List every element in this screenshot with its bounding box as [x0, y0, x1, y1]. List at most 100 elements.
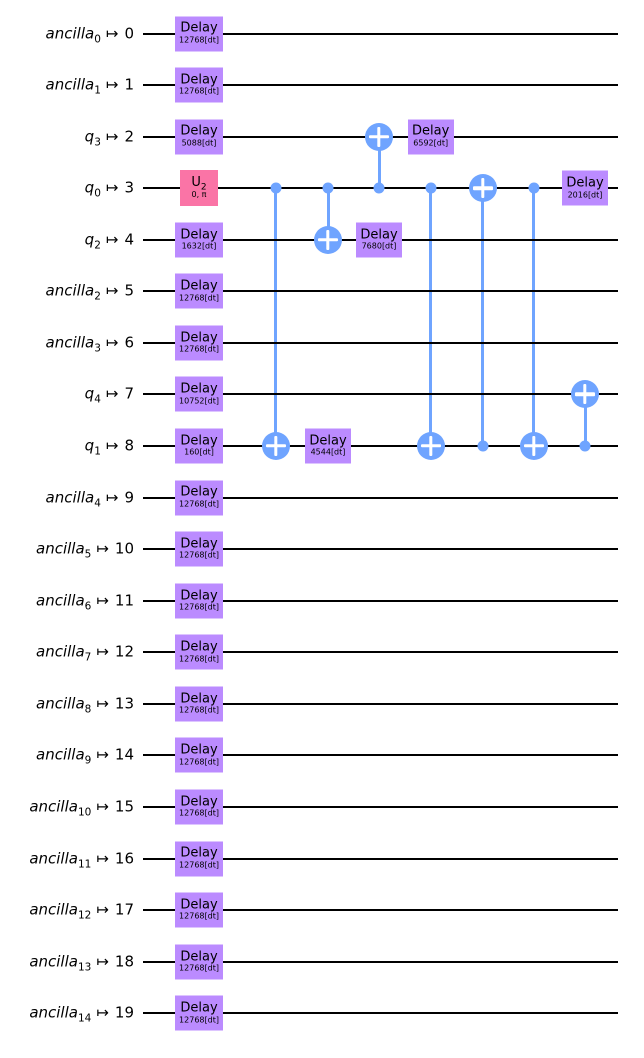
qubit-label-19: ancilla14 ↦ 19 — [0, 1003, 134, 1024]
cx-target-col5 — [468, 174, 497, 203]
qubit-name: q — [84, 230, 95, 249]
delay-gate-label: Delay — [180, 227, 218, 243]
plus-icon — [262, 432, 290, 460]
qubit-wire-18 — [143, 960, 618, 963]
mapsto-symbol: ↦ — [105, 127, 119, 146]
delay-gate-r15c0: Delay 12768[dt] — [175, 789, 223, 825]
qubit-wire-1 — [143, 84, 618, 87]
delay-duration: 12768[dt] — [179, 1015, 219, 1025]
qubit-name: ancilla — [45, 488, 95, 507]
physical-qubit-index: 6 — [124, 333, 134, 352]
delay-gate-label: Delay — [180, 742, 218, 758]
qubit-name-subscript: 3 — [94, 136, 101, 149]
cx-control-dot-col4 — [425, 182, 437, 194]
qubit-wire-12 — [143, 651, 618, 654]
cx-connector-col3 — [377, 136, 381, 189]
qubit-name-subscript: 10 — [77, 806, 92, 819]
qubit-name: q — [84, 178, 95, 197]
delay-duration: 12768[dt] — [179, 550, 219, 560]
delay-duration: 12768[dt] — [179, 499, 219, 509]
mapsto-symbol: ↦ — [96, 745, 109, 764]
qubit-name-subscript: 8 — [84, 703, 92, 716]
delay-gate-label: Delay — [180, 484, 218, 500]
delay-gate-r3c7: Delay 2016[dt] — [562, 170, 608, 206]
delay-gate-r11c0: Delay 12768[dt] — [175, 583, 223, 619]
u2-gate-params: 0, π — [191, 190, 207, 199]
delay-gate-r8c2: Delay 4544[dt] — [305, 428, 351, 464]
physical-qubit-index: 19 — [114, 1003, 134, 1022]
qubit-label-3: q0 ↦ 3 — [0, 178, 134, 199]
qubit-label-14: ancilla9 ↦ 14 — [0, 745, 134, 766]
delay-gate-label: Delay — [180, 691, 218, 707]
delay-duration: 12768[dt] — [179, 602, 219, 612]
qubit-name: q — [84, 384, 95, 403]
qubit-name-subscript: 2 — [94, 239, 101, 252]
mapsto-symbol: ↦ — [105, 488, 119, 507]
physical-qubit-index: 13 — [114, 694, 134, 713]
delay-duration: 7680[dt] — [361, 241, 397, 251]
qubit-wire-17 — [143, 909, 618, 912]
cx-connector-col2 — [326, 188, 330, 240]
delay-gate-label: Delay — [180, 794, 218, 810]
delay-gate-r17c0: Delay 12768[dt] — [175, 892, 223, 928]
delay-gate-r9c0: Delay 12768[dt] — [175, 480, 223, 516]
mapsto-symbol: ↦ — [96, 797, 109, 816]
qubit-name-subscript: 11 — [77, 858, 92, 871]
delay-gate-label: Delay — [566, 175, 604, 191]
plus-vertical-bar — [532, 436, 536, 457]
delay-duration: 6592[dt] — [413, 138, 449, 148]
plus-vertical-bar — [273, 436, 278, 457]
qubit-name-subscript: 6 — [84, 600, 92, 613]
physical-qubit-index: 10 — [114, 539, 134, 558]
delay-gate-r2c0: Delay 5088[dt] — [175, 119, 223, 155]
delay-gate-r14c0: Delay 12768[dt] — [175, 737, 223, 773]
delay-gate-label: Delay — [180, 278, 218, 294]
qubit-name: ancilla — [45, 75, 95, 94]
delay-duration: 1632[dt] — [181, 241, 217, 251]
cx-control-dot-col2 — [322, 182, 334, 194]
qubit-name: ancilla — [36, 745, 85, 764]
cx-connector-col6 — [532, 188, 536, 447]
qubit-wire-15 — [143, 806, 618, 809]
qubit-name-subscript: 3 — [94, 342, 101, 355]
plus-vertical-bar — [377, 126, 381, 147]
mapsto-symbol: ↦ — [96, 591, 109, 610]
qubit-label-13: ancilla8 ↦ 13 — [0, 694, 134, 715]
physical-qubit-index: 1 — [124, 75, 134, 94]
qubit-name: q — [84, 127, 95, 146]
qubit-name-subscript: 1 — [94, 84, 101, 97]
delay-duration: 12768[dt] — [179, 86, 219, 96]
delay-gate-label: Delay — [180, 897, 218, 913]
qubit-label-17: ancilla12 ↦ 17 — [0, 900, 134, 921]
qubit-name: ancilla — [45, 333, 95, 352]
delay-gate-r2c4: Delay 6592[dt] — [407, 119, 454, 155]
qubit-label-2: q3 ↦ 2 — [0, 127, 134, 148]
delay-gate-label: Delay — [180, 949, 218, 964]
delay-gate-r5c0: Delay 12768[dt] — [175, 273, 223, 309]
delay-duration: 12768[dt] — [179, 293, 219, 303]
delay-duration: 10752[dt] — [179, 396, 219, 406]
delay-gate-r10c0: Delay 12768[dt] — [175, 531, 223, 567]
qubit-wire-14 — [143, 754, 618, 757]
delay-gate-r0c0: Delay 12768[dt] — [175, 16, 223, 51]
cx-control-dot-col1 — [270, 182, 282, 194]
mapsto-symbol: ↦ — [105, 24, 119, 42]
delay-duration: 4544[dt] — [310, 447, 346, 457]
qubit-wire-11 — [143, 599, 618, 602]
physical-qubit-index: 4 — [124, 230, 134, 249]
mapsto-symbol: ↦ — [96, 694, 109, 713]
delay-duration: 12768[dt] — [179, 35, 219, 45]
physical-qubit-index: 18 — [114, 952, 134, 971]
physical-qubit-index: 9 — [124, 488, 134, 507]
mapsto-symbol: ↦ — [105, 436, 119, 455]
qubit-name: ancilla — [29, 900, 78, 919]
delay-duration: 12768[dt] — [179, 808, 219, 818]
delay-gate-r19c0: Delay 12768[dt] — [175, 995, 223, 1031]
delay-gate-label: Delay — [180, 845, 218, 861]
mapsto-symbol: ↦ — [96, 952, 109, 971]
physical-qubit-index: 14 — [114, 745, 134, 764]
u2-gate-label-base: U — [191, 175, 201, 191]
qubit-wire-8 — [143, 445, 618, 448]
cx-target-col7 — [571, 380, 599, 409]
